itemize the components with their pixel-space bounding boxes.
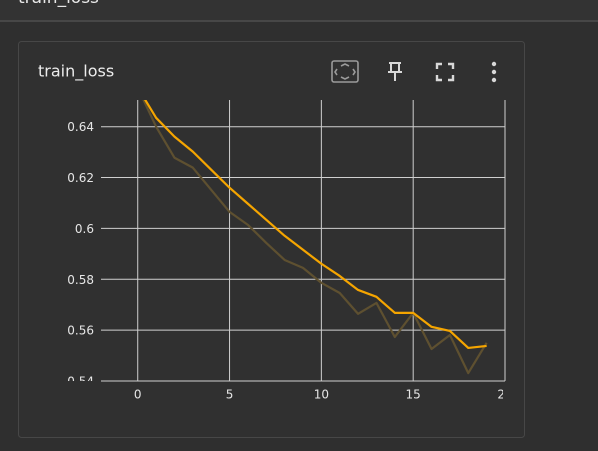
y-tick-label: 0.54: [67, 375, 94, 389]
x-tick-label: 20: [497, 388, 512, 402]
y-tick-label: 0.56: [67, 324, 94, 338]
menu-icon[interactable]: [491, 61, 497, 83]
y-tick-label: 0.62: [67, 171, 94, 185]
x-axis: 0 5 10 15 20: [134, 388, 512, 402]
fit-icon[interactable]: [331, 60, 359, 83]
chart-title: train_loss: [38, 62, 114, 82]
y-tick-label: 0.6: [75, 222, 94, 236]
series-line: [142, 100, 488, 375]
y-axis: 0.54 0.56 0.58 0.6 0.62 0.64: [67, 120, 94, 389]
fullscreen-icon[interactable]: [435, 62, 455, 82]
top-section: [0, 0, 598, 20]
section-title: train_loss: [18, 0, 99, 8]
x-tick-label: 15: [406, 388, 421, 402]
x-tick-label: 10: [314, 388, 329, 402]
y-tick-label: 0.64: [67, 120, 94, 134]
series-line: [144, 100, 487, 350]
y-tick-label: 0.58: [67, 273, 94, 287]
x-tick-label: 5: [226, 388, 234, 402]
pin-icon[interactable]: [388, 62, 402, 81]
x-tick-label: 0: [134, 388, 142, 402]
card: [18, 41, 525, 438]
plot: [142, 100, 488, 375]
grid: [101, 100, 506, 382]
